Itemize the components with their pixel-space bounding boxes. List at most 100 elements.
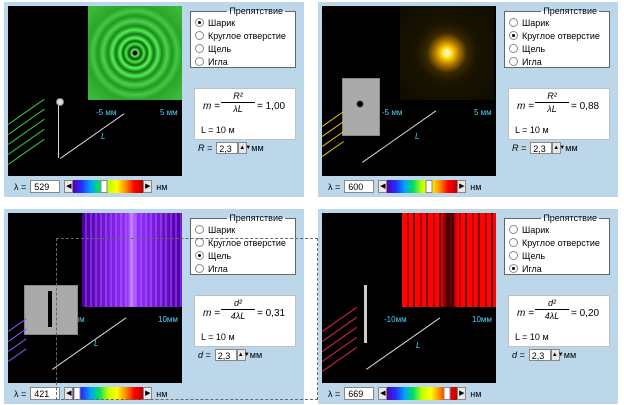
screen: -10мм 10мм L (322, 213, 496, 383)
radio-icon[interactable] (509, 57, 518, 66)
width-control: d = 2,3 ▲▼ мм (198, 349, 263, 361)
option-ball[interactable]: Шарик (195, 223, 291, 236)
slider-thumb[interactable] (425, 180, 433, 193)
width-spinner[interactable]: ▲▼ (236, 349, 250, 361)
wavelength-slider[interactable] (73, 180, 144, 193)
option-needle[interactable]: Игла (509, 262, 605, 275)
label-distance: L (101, 132, 106, 141)
hole-obstacle (342, 78, 380, 136)
wavelength-slider[interactable] (387, 180, 458, 193)
obstacle-group: Препятствие Шарик Круглое отверстие Щель… (190, 6, 296, 68)
formula-distance: L = 10 м (201, 332, 235, 342)
dashed-frame (56, 238, 318, 400)
formula-value: = 0,20 (571, 308, 600, 319)
formula-box: m = d² 4λL = 0,20 L = 10 м (508, 295, 610, 347)
formula-distance: L = 10 м (201, 125, 235, 135)
radio-icon[interactable] (509, 251, 518, 260)
wavelength-left-button[interactable]: ◀ (64, 180, 74, 193)
option-round-hole[interactable]: Круглое отверстие (509, 236, 605, 249)
slider-thumb[interactable] (100, 180, 108, 193)
wavelength-input[interactable]: 600 (344, 180, 375, 193)
option-round-hole[interactable]: Круглое отверстие (509, 29, 605, 42)
axis-vertical (58, 102, 59, 158)
light-ray (322, 346, 357, 372)
radius-spinner[interactable]: ▲▼ (238, 142, 251, 154)
option-slit[interactable]: Щель (195, 42, 291, 55)
radio-icon[interactable] (509, 18, 518, 27)
diffraction-pattern (400, 6, 494, 100)
wavelength-right-button[interactable]: ▶ (143, 180, 153, 193)
radio-icon[interactable] (195, 225, 204, 234)
radio-icon[interactable] (195, 57, 204, 66)
wavelength-control: λ = 421 ◀ ▶ нм (14, 387, 168, 400)
label-left: -5 мм (382, 108, 403, 117)
radius-input[interactable]: 2,3 (216, 142, 239, 154)
radio-icon[interactable] (195, 251, 204, 260)
axis-line (366, 317, 441, 370)
wavelength-left-button[interactable]: ◀ (378, 387, 388, 400)
label-left: -10мм (384, 315, 407, 324)
option-slit[interactable]: Щель (509, 42, 605, 55)
width-input[interactable]: 2,3 (214, 349, 237, 361)
width-spinner[interactable]: ▲▼ (550, 349, 564, 361)
option-round-hole[interactable]: Круглое отверстие (195, 29, 291, 42)
formula-m: m = (203, 101, 220, 112)
wavelength-input[interactable]: 669 (344, 387, 375, 400)
diffraction-pattern (88, 6, 182, 100)
wavelength-input[interactable]: 421 (30, 387, 61, 400)
radius-input[interactable]: 2,3 (530, 142, 553, 154)
obstacle-legend: Препятствие (229, 6, 283, 16)
slider-thumb[interactable] (443, 387, 451, 400)
label-left: -5 мм (96, 108, 117, 117)
wavelength-slider[interactable] (73, 387, 144, 400)
radius-spinner[interactable]: ▲▼ (552, 142, 565, 154)
wavelength-input[interactable]: 529 (30, 180, 61, 193)
option-slit[interactable]: Щель (195, 249, 291, 262)
diffraction-pattern (82, 213, 182, 307)
option-needle[interactable]: Игла (509, 55, 605, 68)
formula-fraction: R² λL (221, 91, 255, 114)
slit-opening (48, 291, 52, 327)
width-input[interactable]: 2,3 (528, 349, 551, 361)
option-ball[interactable]: Шарик (195, 16, 291, 29)
obstacle-legend: Препятствие (543, 6, 597, 16)
option-needle[interactable]: Игла (195, 55, 291, 68)
width-control: d = 2,3 ▲▼ мм (512, 349, 577, 361)
light-ray (8, 138, 45, 165)
wavelength-right-button[interactable]: ▶ (457, 387, 467, 400)
light-ray (8, 348, 27, 362)
option-slit[interactable]: Щель (509, 249, 605, 262)
radio-icon[interactable] (195, 18, 204, 27)
wavelength-left-button[interactable]: ◀ (378, 180, 388, 193)
formula-box: m = d² 4λL = 0,31 L = 10 м (194, 295, 296, 347)
option-ball[interactable]: Шарик (509, 223, 605, 236)
formula-m: m = (203, 308, 220, 319)
screen: -5 мм 5 мм L (8, 6, 182, 176)
radio-icon[interactable] (195, 31, 204, 40)
radio-icon[interactable] (509, 31, 518, 40)
formula-distance: L = 10 м (515, 125, 549, 135)
wavelength-control: λ = 529 ◀ ▶ нм (14, 180, 168, 193)
radio-icon[interactable] (509, 238, 518, 247)
formula-box: m = R² λL = 1,00 L = 10 м (194, 88, 296, 140)
radius-control: R = 2,3 ▲▼ мм (198, 142, 264, 154)
radius-control: R = 2,3 ▲▼ мм (512, 142, 578, 154)
ball-obstacle (56, 98, 64, 106)
radio-icon[interactable] (509, 44, 518, 53)
radio-icon[interactable] (195, 264, 204, 273)
option-ball[interactable]: Шарик (509, 16, 605, 29)
label-distance: L (415, 132, 420, 141)
radio-icon[interactable] (509, 264, 518, 273)
hole-center (356, 100, 364, 108)
radio-icon[interactable] (509, 225, 518, 234)
panel-ball: -5 мм 5 мм L Препятствие Шарик Круглое о… (4, 2, 304, 197)
wavelength-slider[interactable] (387, 387, 458, 400)
formula-fraction: R² λL (535, 91, 569, 114)
diffraction-pattern (402, 213, 496, 307)
wavelength-right-button[interactable]: ▶ (457, 180, 467, 193)
light-ray (322, 111, 344, 127)
radio-icon[interactable] (195, 44, 204, 53)
option-needle[interactable]: Игла (195, 262, 291, 275)
panel-slit: -10мм 10мм L Препятствие Шарик Круглое о… (4, 209, 304, 404)
needle-obstacle (364, 285, 367, 343)
